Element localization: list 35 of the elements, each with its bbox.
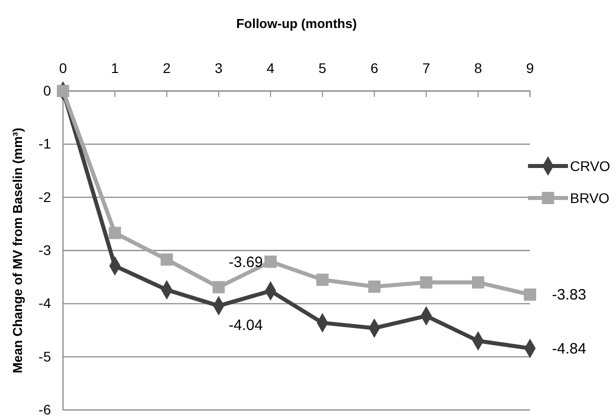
y-tick-label: -6 bbox=[38, 401, 52, 418]
point bbox=[160, 253, 173, 266]
y-tick-label: -4 bbox=[38, 295, 52, 312]
data-label: -3.69 bbox=[228, 254, 263, 272]
point bbox=[524, 288, 536, 301]
x-tick-label: 6 bbox=[370, 60, 378, 76]
x-tick-label: 4 bbox=[266, 60, 275, 76]
y-tick-label: -1 bbox=[38, 136, 52, 152]
x-tick-label: 2 bbox=[162, 60, 171, 76]
x-tick-label: 1 bbox=[110, 60, 119, 76]
y-axis-title: Mean Change of MV from Baselin (mm³) bbox=[10, 128, 25, 374]
x-tick-label: 5 bbox=[318, 60, 327, 76]
point bbox=[368, 280, 380, 293]
y-tick-label: -3 bbox=[38, 242, 52, 258]
x-tick-label: 3 bbox=[214, 60, 223, 76]
legend-label: BRVO bbox=[570, 190, 610, 206]
y-tick-label: 0 bbox=[43, 82, 52, 98]
point bbox=[108, 226, 122, 240]
x-tick-label: 9 bbox=[526, 60, 534, 76]
y-tick-label: -2 bbox=[38, 188, 52, 205]
point bbox=[264, 256, 277, 268]
legend-label: CRVO bbox=[570, 158, 610, 174]
data-label: -4.04 bbox=[228, 316, 263, 334]
x-tick-label: 7 bbox=[422, 60, 430, 76]
point bbox=[472, 276, 484, 289]
x-tick-label: 0 bbox=[59, 60, 68, 76]
point bbox=[212, 281, 225, 294]
x-tick-label: 8 bbox=[474, 60, 482, 76]
data-label: -4.84 bbox=[552, 340, 586, 358]
point bbox=[316, 274, 329, 286]
point bbox=[420, 276, 432, 289]
y-tick-label: -5 bbox=[38, 348, 52, 364]
point bbox=[56, 84, 70, 98]
data-label: -3.83 bbox=[552, 286, 586, 304]
x-axis-title: Follow-up (months) bbox=[236, 16, 357, 31]
